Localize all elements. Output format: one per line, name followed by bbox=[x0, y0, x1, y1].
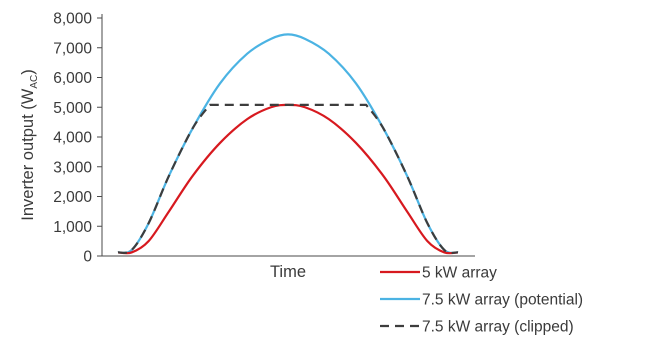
y-tick-label: 4,000 bbox=[53, 130, 92, 147]
y-tick-label: 0 bbox=[83, 249, 92, 266]
legend-label-5-kw-array: 5 kW array bbox=[422, 265, 497, 282]
y-axis-label-subscript: AC bbox=[29, 75, 40, 89]
y-tick-label: 8,000 bbox=[53, 11, 92, 28]
y-axis-label-suffix: ) bbox=[19, 69, 37, 75]
x-axis-label: Time bbox=[270, 263, 306, 281]
series-line-5-kw-array bbox=[117, 103, 459, 255]
y-axis-ticks: 0 1,000 2,000 3,000 4,000 5,000 6,000 7,000 8,00… bbox=[53, 11, 102, 266]
y-tick-label: 1,000 bbox=[53, 219, 92, 236]
y-axis-label: Inverter output (W bbox=[19, 88, 37, 220]
legend-label-7-5-kw-array-clipped: 7.5 kW array (clipped) bbox=[422, 319, 574, 336]
y-tick-label: 7,000 bbox=[53, 40, 92, 57]
series-line-7-5-kw-array-potential bbox=[117, 33, 459, 255]
y-axis-title: Inverter output (WAC) bbox=[19, 69, 40, 220]
legend: 5 kW array 7.5 kW array (potential) 7.5 kW… bbox=[380, 265, 583, 336]
y-tick-label: 3,000 bbox=[53, 159, 92, 176]
y-tick-label: 2,000 bbox=[53, 189, 92, 206]
y-tick-label: 6,000 bbox=[53, 70, 92, 87]
y-tick-label: 5,000 bbox=[53, 100, 92, 117]
svg-text:Inverter output (WAC): Inverter output (WAC) bbox=[19, 69, 40, 220]
legend-label-7-5-kw-array-potential: 7.5 kW array (potential) bbox=[422, 292, 583, 309]
series-layer bbox=[117, 33, 459, 255]
series-line-7-5-kw-array-clipped bbox=[117, 103, 459, 255]
